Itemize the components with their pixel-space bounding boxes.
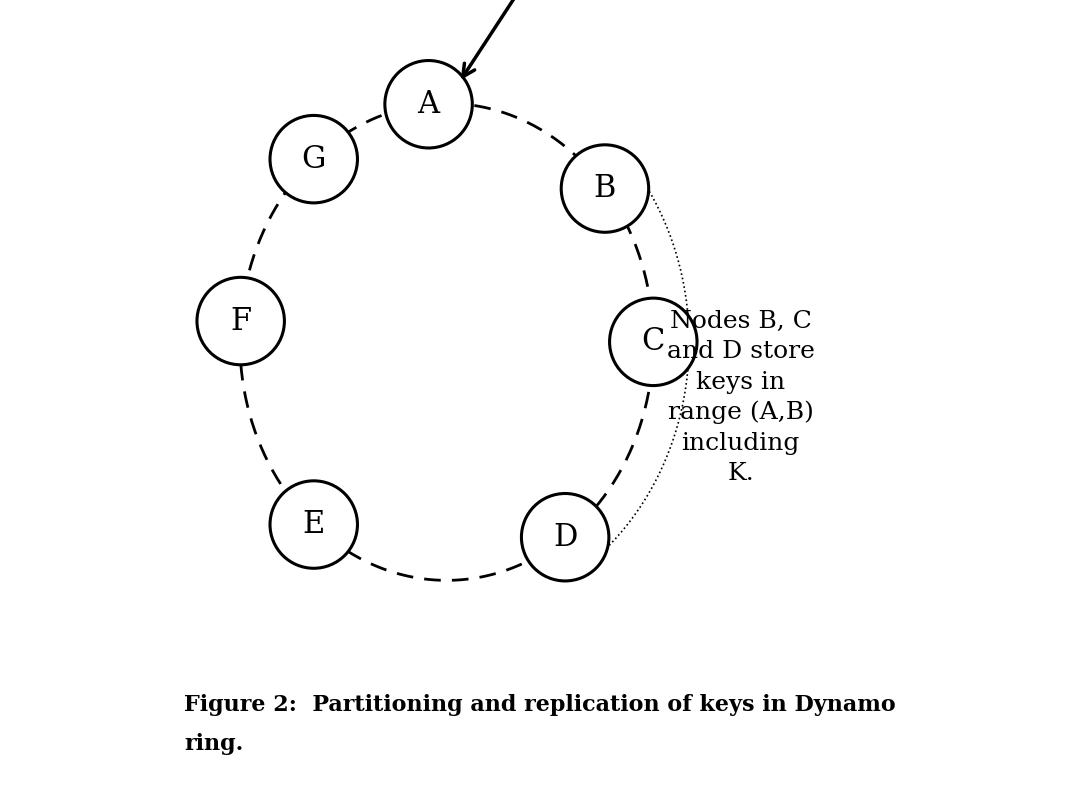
- Circle shape: [197, 277, 284, 365]
- Circle shape: [609, 298, 697, 386]
- Text: E: E: [302, 509, 325, 540]
- Text: G: G: [301, 144, 326, 175]
- Circle shape: [385, 60, 473, 148]
- Circle shape: [562, 145, 648, 232]
- Text: F: F: [230, 305, 251, 336]
- Circle shape: [270, 481, 358, 568]
- Text: D: D: [553, 522, 578, 553]
- Text: B: B: [594, 173, 616, 204]
- Text: ring.: ring.: [184, 733, 244, 755]
- Circle shape: [270, 115, 358, 203]
- Text: Nodes B, C
and D store
keys in
range (A,B)
including
K.: Nodes B, C and D store keys in range (A,…: [667, 310, 815, 485]
- Text: C: C: [642, 327, 664, 357]
- Text: A: A: [417, 89, 440, 120]
- Text: Figure 2:  Partitioning and replication of keys in Dynamo: Figure 2: Partitioning and replication o…: [184, 693, 896, 716]
- Circle shape: [521, 494, 609, 581]
